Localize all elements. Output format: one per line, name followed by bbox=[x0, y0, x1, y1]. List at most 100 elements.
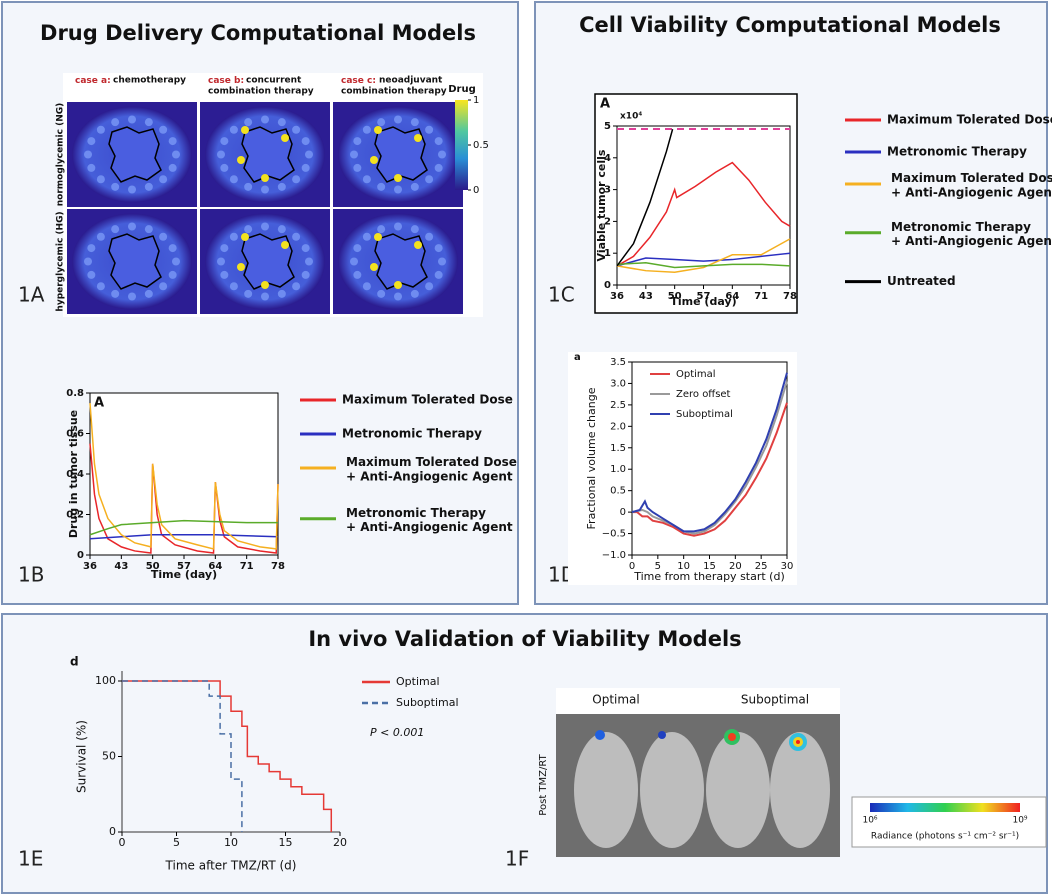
series-line bbox=[122, 680, 333, 832]
series-line bbox=[122, 680, 243, 832]
series-line bbox=[631, 381, 788, 535]
drug-hotspot bbox=[237, 263, 245, 271]
heatmap-vessel bbox=[301, 244, 310, 253]
y-tick-label: 1.0 bbox=[610, 464, 626, 475]
mice bbox=[574, 732, 830, 848]
x-tick-label: 57 bbox=[697, 291, 711, 302]
series-line bbox=[616, 128, 674, 267]
series-line bbox=[89, 403, 279, 550]
drug-hotspot bbox=[370, 263, 378, 271]
heatmap-vessel bbox=[377, 118, 386, 127]
heatmap-vessel bbox=[350, 257, 358, 266]
panel-label: A bbox=[94, 396, 104, 411]
y-tick-label: 3.0 bbox=[610, 378, 626, 389]
heatmap-vessel bbox=[410, 225, 419, 234]
heatmap-vessel bbox=[434, 163, 443, 172]
heatmap-vessel bbox=[362, 282, 371, 291]
heatmap-vessel bbox=[111, 182, 120, 191]
y-axis-label: Drug in tumor tissue bbox=[67, 410, 80, 538]
tumor-core bbox=[374, 126, 428, 183]
case-label: case c: bbox=[341, 76, 376, 86]
x-tick-label: 10 bbox=[224, 836, 238, 849]
y-tick-label: 100 bbox=[95, 674, 116, 687]
column-header-line: neoadjuvant bbox=[379, 76, 443, 86]
colorbar-tick-label: 0.5 bbox=[473, 140, 489, 151]
y-tick-label: 0.8 bbox=[66, 388, 84, 399]
column-header-line: combination therapy bbox=[208, 87, 314, 97]
heatmap-vessel bbox=[244, 118, 253, 127]
x-tick-label: 78 bbox=[271, 561, 285, 572]
heatmap-vessel bbox=[301, 163, 310, 172]
series-line bbox=[89, 443, 279, 554]
heatmap-vessel bbox=[261, 292, 269, 301]
legend-label: Suboptimal bbox=[676, 409, 733, 420]
heatmap-vessel bbox=[350, 150, 358, 159]
heatmap-vessel bbox=[229, 232, 238, 241]
legend-label: Maximum Tolerated Dose + Anti-Angiogenic … bbox=[891, 171, 1052, 199]
y-tick-label: 2 bbox=[604, 216, 611, 227]
heatmap-vessel bbox=[394, 292, 402, 301]
legend-label: Metronomic Therapy bbox=[887, 145, 1027, 159]
heatmap-vessel bbox=[362, 125, 371, 134]
x-tick-label: 0 bbox=[119, 836, 126, 849]
legend-label: Metronomic Therapy bbox=[342, 427, 482, 441]
tumor-core bbox=[374, 233, 428, 290]
heatmap-vessel bbox=[434, 270, 443, 279]
heatmap-vessel bbox=[277, 118, 286, 127]
drug-hotspot bbox=[261, 174, 269, 182]
x-tick-label: 5 bbox=[655, 561, 661, 572]
series-line bbox=[631, 372, 788, 533]
column-header-line: concurrent bbox=[246, 76, 302, 86]
drug-hotspot bbox=[237, 156, 245, 164]
heatmap-vessel bbox=[353, 244, 362, 253]
heatmap-vessel bbox=[168, 163, 177, 172]
heatmap-vessel bbox=[244, 289, 253, 298]
heatmap-vessel bbox=[425, 175, 434, 184]
heatmap-vessel bbox=[438, 150, 446, 159]
drug-hotspot bbox=[394, 281, 402, 289]
column-header-line: chemotherapy bbox=[113, 76, 186, 86]
heatmap-vessel bbox=[159, 175, 168, 184]
annotation: P < 0.001 bbox=[370, 726, 424, 739]
drug-hotspot bbox=[370, 156, 378, 164]
drug-hotspot bbox=[261, 281, 269, 289]
heatmap-vessel bbox=[220, 270, 229, 279]
heatmap-vessel bbox=[220, 244, 229, 253]
heatmap-vessel bbox=[244, 182, 253, 191]
panel-label: d bbox=[70, 655, 79, 669]
colorbar-tick-label: 1 bbox=[473, 95, 479, 106]
panel-label: a bbox=[574, 352, 581, 363]
heatmap-vessel bbox=[362, 232, 371, 241]
panel-title: Cell Viability Computational Models bbox=[579, 13, 1001, 37]
x-tick-label: 64 bbox=[208, 561, 222, 572]
legend-label: Maximum Tolerated Dose bbox=[342, 393, 513, 407]
heatmap-vessel bbox=[220, 137, 229, 146]
heatmap-vessel bbox=[277, 289, 286, 298]
luminescence-spots bbox=[595, 729, 807, 751]
heatmap-vessel bbox=[111, 118, 120, 127]
y-tick-label: 5 bbox=[604, 121, 611, 132]
heatmap-vessel bbox=[168, 244, 177, 253]
group-label: Optimal bbox=[592, 693, 639, 707]
heatmap-vessel bbox=[261, 222, 269, 231]
y-tick-label: 1.5 bbox=[610, 443, 626, 454]
heatmap-vessel bbox=[144, 182, 153, 191]
heatmap-vessel bbox=[168, 270, 177, 279]
x-tick-label: 20 bbox=[729, 561, 742, 572]
legend-label: Metronomic Therapy + Anti-Angiogenic Agen… bbox=[346, 505, 513, 533]
x-tick-label: 71 bbox=[754, 291, 768, 302]
heatmap-vessel bbox=[438, 257, 446, 266]
heatmap-vessel bbox=[159, 232, 168, 241]
figure-label: 1F bbox=[505, 847, 529, 871]
heatmap-vessel bbox=[377, 182, 386, 191]
heatmap-vessel bbox=[410, 118, 419, 127]
heatmap-vessel bbox=[292, 232, 301, 241]
column-header: case b: bbox=[208, 76, 244, 86]
heatmap-vessel bbox=[87, 270, 96, 279]
heatmap-vessel bbox=[96, 125, 105, 134]
heatmap-vessel bbox=[128, 115, 136, 124]
colorbar-min: 10⁶ bbox=[862, 816, 877, 826]
heatmap-vessel bbox=[84, 257, 92, 266]
heatmap-vessel bbox=[261, 185, 269, 194]
heatmap-vessel bbox=[159, 125, 168, 134]
